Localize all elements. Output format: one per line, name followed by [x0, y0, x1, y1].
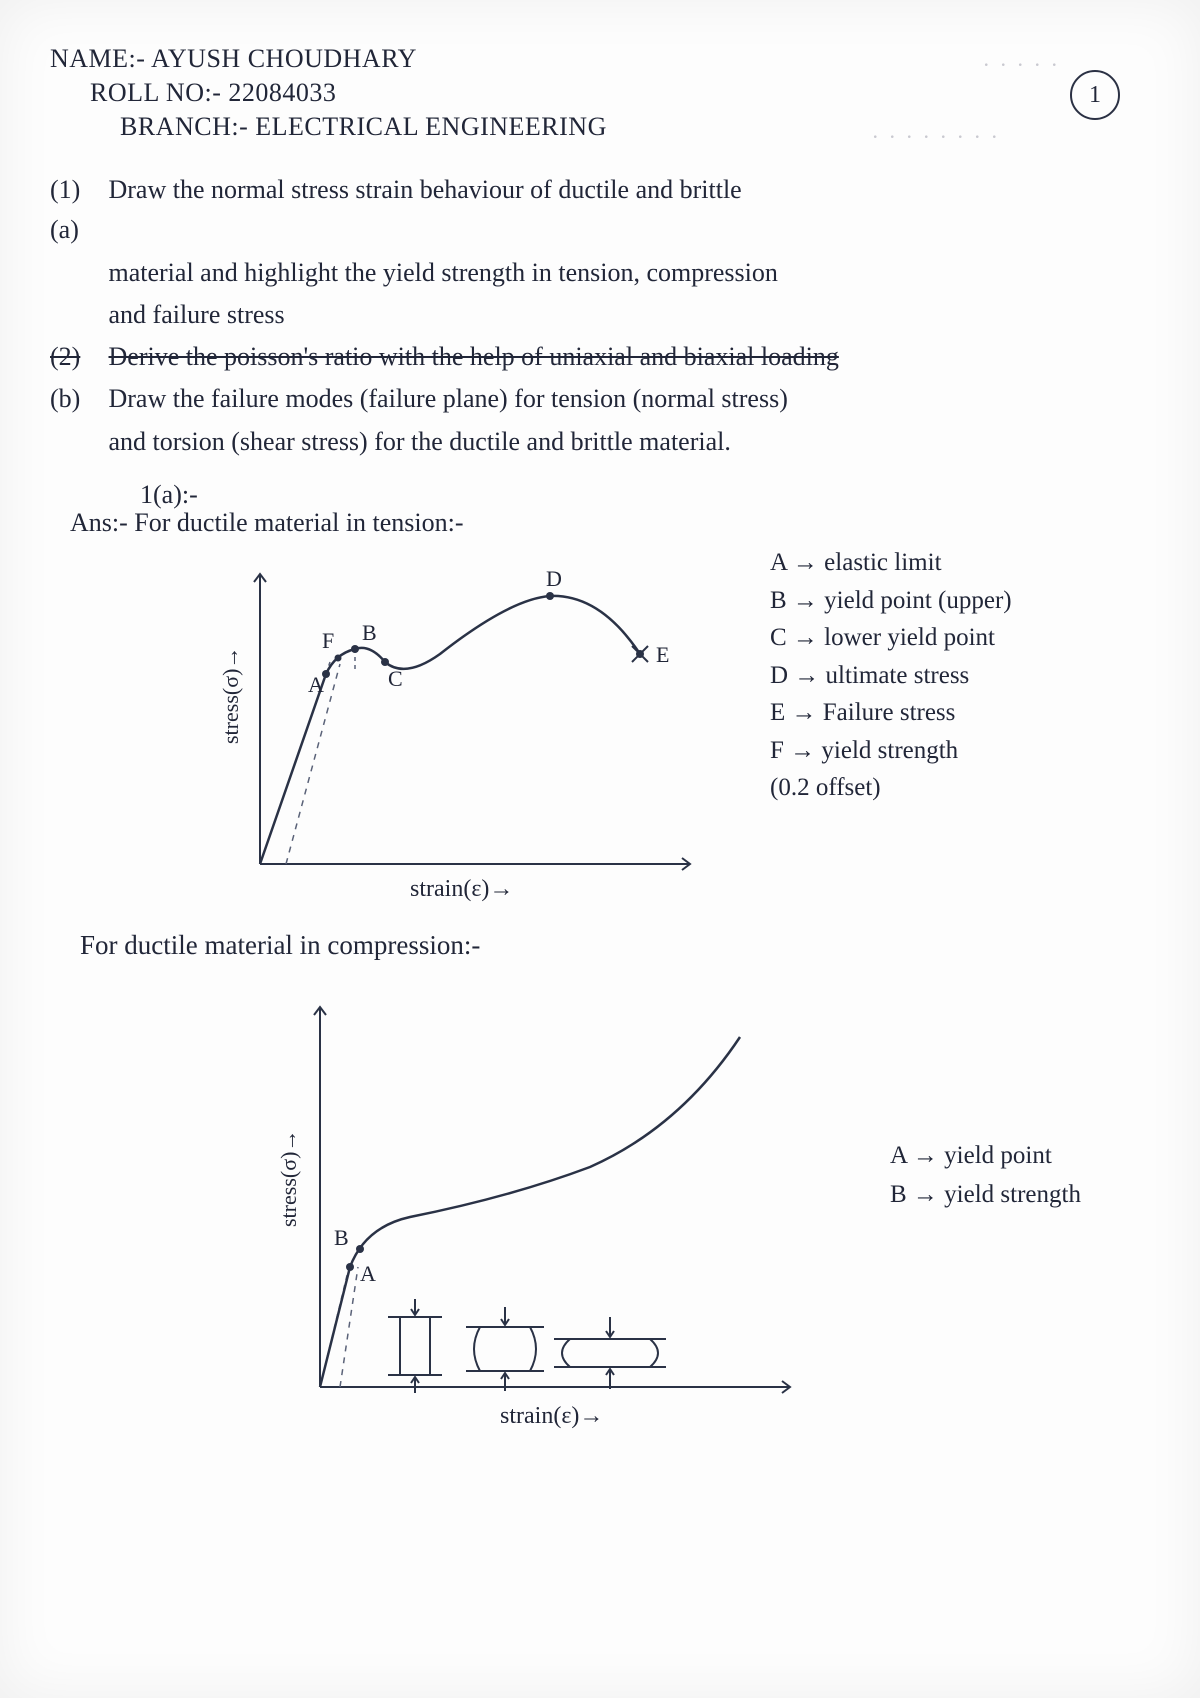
- answer-1a-label: 1(a):-: [140, 480, 1150, 510]
- chart2-label-b: B: [334, 1225, 349, 1250]
- legend1-e: E → Failure stress: [770, 694, 1012, 732]
- q1a-line2: material and highlight the yield strengt…: [50, 253, 1150, 293]
- q1a-line3: and failure stress: [50, 295, 1150, 335]
- q1a-line1: (1) (a) Draw the normal stress strain be…: [50, 170, 1150, 251]
- legend1-b: B → yield point (upper): [770, 582, 1012, 620]
- chart2-point-b: [356, 1245, 364, 1253]
- chart2-label-a: A: [360, 1261, 376, 1286]
- page-number-circle: 1: [1070, 70, 1120, 120]
- chart1-point-b: [351, 645, 359, 653]
- q1b-text1: Draw the failure modes (failure plane) f…: [109, 379, 1089, 419]
- q1b-number: (b): [50, 379, 102, 419]
- header-roll-line: ROLL NO:- 22084033: [90, 78, 1150, 108]
- chart1-label-f: F: [322, 628, 334, 653]
- chart1-label-b: B: [362, 620, 377, 645]
- branch-label: BRANCH:-: [120, 112, 248, 141]
- legend1-a: A → elastic limit: [770, 544, 1012, 582]
- legend1-f2: (0.2 offset): [770, 769, 1012, 807]
- chart2-point-a: [346, 1263, 354, 1271]
- tension-title: For ductile material in tension:-: [134, 508, 463, 537]
- q1b-line1: (b) Draw the failure modes (failure plan…: [50, 379, 1150, 419]
- legend2-a: A → yield point: [890, 1137, 1081, 1176]
- q-struck-line: (2) Derive the poisson's ratio with the …: [50, 337, 1150, 377]
- chart2-box: A B: [210, 967, 830, 1437]
- legend1-c: C → lower yield point: [770, 619, 1012, 657]
- chart1-svg: A B C D E F stress(σ)→ strain(ε)→: [170, 544, 730, 904]
- chart1-legend: A → elastic limit B → yield point (upper…: [770, 544, 1012, 807]
- branch-value: ELECTRICAL ENGINEERING: [255, 112, 607, 141]
- chart1-label-a: A: [308, 672, 324, 697]
- chart1-x-label: strain(ε)→: [410, 876, 513, 902]
- q1a-number: (1) (a): [50, 170, 102, 251]
- chart2-specimens: [388, 1299, 666, 1393]
- page-number: 1: [1089, 82, 1101, 109]
- chart1-label-e: E: [656, 642, 669, 667]
- chart1-row: A B C D E F stress(σ)→ strain(ε)→ A → el…: [50, 544, 1150, 904]
- q1b-text2: and torsion (shear stress) for the ducti…: [109, 422, 1089, 462]
- chart2-legend: A → yield point B → yield strength: [890, 1137, 1081, 1215]
- name-label: NAME:-: [50, 44, 145, 73]
- chart1-curve: [260, 596, 640, 864]
- specimen-2-body: [474, 1327, 536, 1371]
- chart1-label-c: C: [388, 666, 403, 691]
- chart1-y-label: stress(σ)→: [218, 647, 243, 744]
- answer-prefix-line: Ans:- For ductile material in tension:-: [70, 508, 1150, 538]
- q-struck-text: Derive the poisson's ratio with the help…: [109, 337, 1089, 377]
- q-struck-num: (2): [50, 337, 102, 377]
- chart1-point-e: [636, 650, 644, 658]
- chart1-point-d: [546, 592, 554, 600]
- chart1-label-d: D: [546, 566, 562, 591]
- legend1-f: F → yield strength: [770, 732, 1012, 770]
- specimen-1-body: [400, 1317, 430, 1375]
- legend2-b: B → yield strength: [890, 1176, 1081, 1215]
- question-block: (1) (a) Draw the normal stress strain be…: [50, 170, 1150, 462]
- header-branch-line: BRANCH:- ELECTRICAL ENGINEERING: [120, 112, 1150, 142]
- roll-value: 22084033: [228, 78, 336, 107]
- legend1-d: D → ultimate stress: [770, 657, 1012, 695]
- roll-label: ROLL NO:-: [90, 78, 221, 107]
- q1a-text1: Draw the normal stress strain behaviour …: [109, 170, 1089, 210]
- compression-title: For ductile material in compression:-: [80, 930, 1150, 961]
- chart1-point-c: [381, 658, 389, 666]
- chart2-svg: A B: [210, 967, 830, 1437]
- chart2-offset-line: [340, 1267, 358, 1387]
- chart1-box: A B C D E F stress(σ)→ strain(ε)→: [170, 544, 730, 904]
- ans-prefix: Ans:-: [70, 508, 128, 537]
- page-root: . . . . . . . . . . . . . 1 NAME:- AYUSH…: [0, 0, 1200, 1698]
- name-value: AYUSH CHOUDHARY: [151, 44, 417, 73]
- ans-1a-num: 1(a):-: [140, 480, 198, 509]
- chart2-x-label: strain(ε)→: [500, 1403, 603, 1429]
- chart2-curve: [320, 1037, 740, 1387]
- q1a-text3: and failure stress: [109, 295, 1089, 335]
- q1a-text2: material and highlight the yield strengt…: [109, 253, 1089, 293]
- chart2-row: A B: [50, 967, 1150, 1437]
- chart2-y-label: stress(σ)→: [276, 1130, 301, 1227]
- specimen-3-body: [562, 1339, 658, 1367]
- header-name-line: NAME:- AYUSH CHOUDHARY: [50, 44, 1150, 74]
- q1b-line2: and torsion (shear stress) for the ducti…: [50, 422, 1150, 462]
- chart1-point-f: [335, 655, 342, 662]
